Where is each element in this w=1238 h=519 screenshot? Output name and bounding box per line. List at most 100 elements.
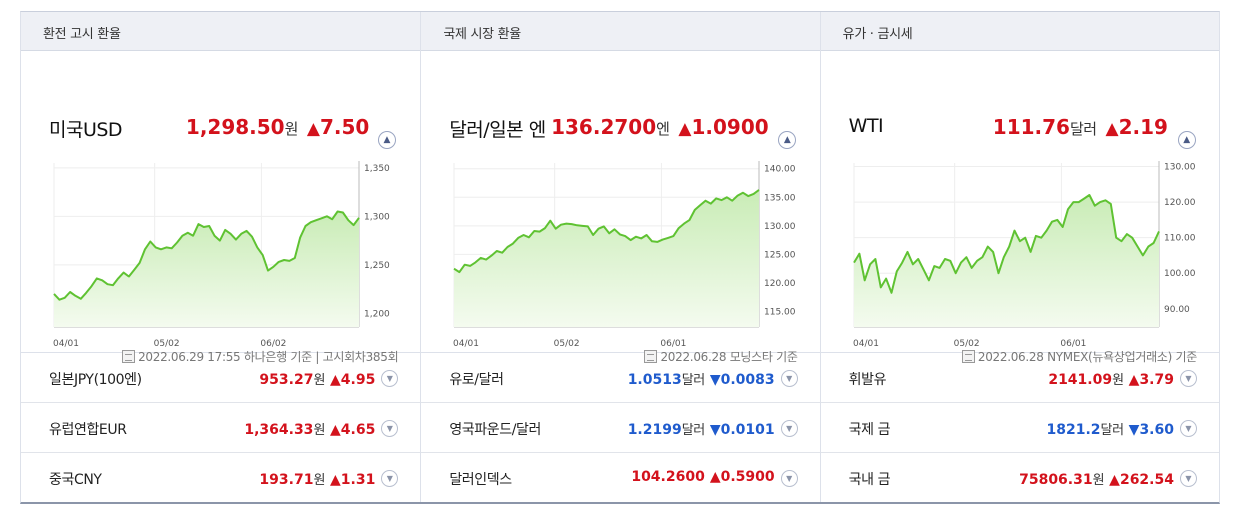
column-intl-market: 국제 시장 환율 달러/일본 엔 136.2700엔 ▲1.0900 ▲ 140… [420, 12, 820, 503]
column-header[interactable]: 환전 고시 환율 [21, 12, 421, 51]
row-change: ▲4.65 [330, 422, 375, 438]
price-chart: 1,350 1,300 1,250 1,200 04/01 05/02 06/02 [53, 161, 390, 349]
document-icon [122, 350, 136, 363]
document-icon [961, 350, 975, 363]
source-text: 2022.06.28 모닝스타 기준 [660, 350, 798, 364]
expand-button[interactable]: ▼ [381, 420, 399, 437]
source-text: 2022.06.29 17:55 하나은행 기준 | 고시회차385회 [138, 350, 399, 364]
row-value-unit: 달러 [681, 423, 706, 438]
list-item[interactable]: 국내 금 75806.31원 ▲262.54 ▼ [821, 453, 1219, 503]
main-quote-price: 111.76달러 ▲2.19 [993, 115, 1168, 139]
main-quote-title[interactable]: WTI [848, 115, 884, 137]
y-tick-label: 90.00 [1164, 305, 1190, 315]
series-line [53, 210, 360, 301]
row-value-number: 1821.2 [1046, 422, 1101, 438]
row-name: 달러인덱스 [449, 472, 512, 488]
expand-button[interactable]: ▼ [1179, 420, 1197, 437]
row-value: 104.2600 ▲0.5900 [631, 469, 774, 485]
list-item[interactable]: 중국CNY 193.71원 ▲1.31 ▼ [21, 453, 420, 503]
expand-button[interactable]: ▼ [780, 370, 798, 387]
main-quote: WTI 111.76달러 ▲2.19 ▲ 130.00 120.00 110.00 1… [820, 51, 1219, 364]
collapse-button[interactable]: ▲ [778, 131, 797, 149]
chevron-up-icon: ▲ [1183, 135, 1191, 145]
list-item[interactable]: 유로/달러 1.0513달러 ▼0.0083 ▼ [421, 353, 820, 403]
list-item[interactable]: 달러인덱스 104.2600 ▲0.5900 ▼ [421, 453, 819, 503]
row-change-value: 0.0083 [720, 372, 775, 388]
row-value-number: 1,364.33 [244, 422, 314, 438]
main-quote-title[interactable]: 달러/일본 엔 [449, 119, 546, 141]
list-item[interactable]: 휘발유 2141.09원 ▲3.79 ▼ [820, 353, 1219, 403]
x-tick-label: 04/01 [53, 339, 79, 349]
price-value: 136.2700 [551, 115, 657, 139]
row-value: 1.2199달러 ▼0.0101 [628, 419, 775, 438]
x-tick-label: 05/02 [154, 339, 180, 349]
x-tick-label: 06/01 [661, 339, 687, 349]
column-header[interactable]: 유가 · 금시세 [820, 12, 1219, 51]
row-value: 1,364.33원 ▲4.65 [244, 419, 375, 438]
x-tick-label: 05/02 [554, 339, 580, 349]
expand-button[interactable]: ▼ [780, 470, 798, 487]
x-tick-label: 05/02 [953, 339, 979, 349]
up-arrow-icon: ▲ [1128, 372, 1140, 388]
y-tick-label: 1,200 [364, 309, 390, 319]
row-value-number: 2141.09 [1048, 372, 1113, 388]
main-quote-title[interactable]: 미국USD [49, 119, 123, 141]
list-item[interactable]: 국제 금 1821.2달러 ▼3.60 ▼ [820, 403, 1219, 453]
series-area [853, 195, 1159, 327]
list-item[interactable]: 영국파운드/달러 1.2199달러 ▼0.0101 ▼ [421, 403, 820, 453]
row-value-number: 1.0513 [627, 372, 682, 388]
expand-button[interactable]: ▼ [381, 370, 399, 387]
row-name: 휘발유 [848, 372, 887, 388]
source-text: 2022.06.28 NYMEX(뉴욕상업거래소) 기준 [977, 350, 1197, 364]
chevron-down-icon: ▼ [1185, 424, 1192, 433]
row-name: 국내 금 [848, 472, 891, 488]
source-note: 2022.06.28 NYMEX(뉴욕상업거래소) 기준 [961, 348, 1197, 365]
collapse-button[interactable]: ▲ [378, 131, 396, 149]
price-unit: 달러 [1069, 120, 1097, 138]
row-value: 953.27원 ▲4.95 [259, 369, 375, 388]
expand-button[interactable]: ▼ [1179, 370, 1197, 387]
y-tick-label: 130.00 [1164, 163, 1196, 173]
row-value: 1.0513달러 ▼0.0083 [628, 369, 775, 388]
list-item[interactable]: 일본JPY(100엔) 953.27원 ▲4.95 ▼ [21, 353, 421, 403]
row-change-value: 262.54 [1119, 472, 1174, 488]
collapse-button[interactable]: ▲ [1177, 131, 1196, 149]
y-tick-label: 110.00 [1164, 234, 1196, 244]
row-change: ▲4.95 [330, 372, 375, 388]
source-note: 2022.06.28 모닝스타 기준 [644, 348, 798, 365]
main-quote: 미국USD 1,298.50원 ▲7.50 ▲ 1,350 1,300 1,250 1… [21, 51, 421, 364]
chevron-up-icon: ▲ [783, 135, 791, 145]
x-tick-label: 04/01 [853, 339, 879, 349]
expand-button[interactable]: ▼ [1179, 470, 1197, 487]
chevron-down-icon: ▼ [786, 424, 793, 433]
column-oil-gold: 유가 · 금시세 WTI 111.76달러 ▲2.19 ▲ 130.00 120.… [819, 12, 1219, 503]
row-change-value: 0.0101 [720, 422, 775, 438]
column-header[interactable]: 국제 시장 환율 [421, 12, 820, 51]
chevron-down-icon: ▼ [386, 474, 393, 483]
row-change: ▲3.79 [1129, 372, 1174, 388]
up-arrow-icon: ▲ [709, 469, 721, 485]
exchange-widget: 환전 고시 환율 미국USD 1,298.50원 ▲7.50 ▲ 1,350 1,… [20, 11, 1220, 504]
chevron-down-icon: ▼ [786, 474, 793, 483]
main-quote-price: 1,298.50원 ▲7.50 [186, 115, 369, 139]
chevron-down-icon: ▼ [1185, 374, 1192, 383]
chevron-down-icon: ▼ [386, 374, 393, 383]
expand-button[interactable]: ▼ [381, 470, 399, 487]
y-tick-label: 100.00 [1164, 269, 1196, 279]
row-change: ▼0.0101 [710, 422, 775, 438]
row-value-unit: 원 [1112, 373, 1124, 388]
expand-button[interactable]: ▼ [780, 420, 798, 437]
chevron-down-icon: ▼ [786, 374, 793, 383]
price-chart: 140.00 135.00 130.00 125.00 120.00 115.00 04/0… [453, 161, 796, 349]
price-unit: 엔 [656, 120, 670, 138]
row-change-value: 4.95 [340, 372, 376, 388]
row-value-number: 193.71 [259, 472, 314, 488]
document-icon [644, 350, 658, 363]
row-name: 일본JPY(100엔) [49, 372, 142, 388]
price-change: 2.19 [1118, 115, 1168, 139]
y-tick-label: 1,350 [364, 164, 390, 174]
chevron-down-icon: ▼ [386, 424, 393, 433]
up-arrow-icon: ▲ [330, 422, 341, 438]
y-tick-label: 140.00 [764, 165, 796, 175]
list-item[interactable]: 유럽연합EUR 1,364.33원 ▲4.65 ▼ [21, 403, 421, 453]
